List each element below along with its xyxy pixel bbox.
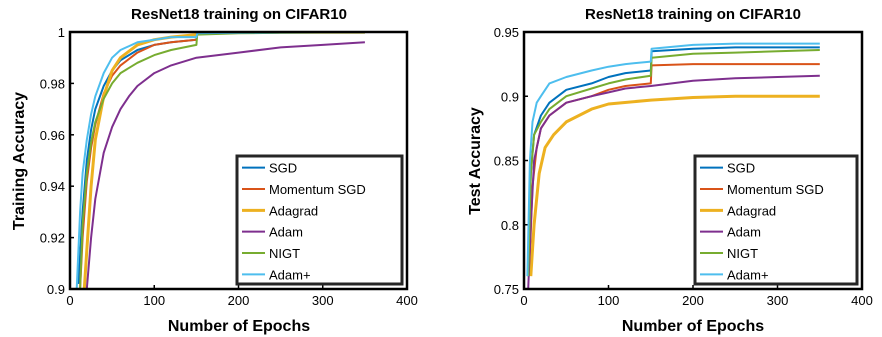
series-line-nigt	[527, 49, 820, 277]
legend-label-momentum-sgd: Momentum SGD	[727, 182, 824, 197]
y-tick-label: 1	[58, 25, 65, 40]
x-tick-label: 200	[682, 293, 704, 308]
y-tick-label: 0.8	[501, 218, 519, 233]
legend-label-adagrad: Adagrad	[727, 203, 776, 218]
x-tick-label: 400	[396, 293, 418, 308]
x-tick-label: 300	[312, 293, 334, 308]
legend-label-adam: Adam	[727, 225, 761, 240]
y-axis-label: Training Accuracy	[11, 92, 28, 230]
x-axis-label: Number of Epochs	[622, 318, 764, 335]
x-tick-label: 200	[228, 293, 250, 308]
y-tick-label: 0.85	[494, 154, 519, 169]
y-tick-label: 0.96	[40, 128, 65, 143]
y-tick-label: 0.9	[47, 282, 65, 297]
training-accuracy-chart: ResNet18 training on CIFAR10 Number of E…	[11, 6, 418, 335]
x-tick-label: 100	[598, 293, 620, 308]
y-tick-label: 0.95	[494, 25, 519, 40]
plot-frame	[68, 30, 409, 291]
x-tick-label: 300	[767, 293, 789, 308]
y-tick-label: 0.92	[40, 231, 65, 246]
y-tick-label: 0.94	[40, 179, 65, 194]
legend: SGD Momentum SGD Adagrad Adam NIGT Adam+	[235, 154, 404, 286]
x-tick-label: 100	[143, 293, 165, 308]
x-tick-label: 400	[851, 293, 873, 308]
legend-label-adagrad: Adagrad	[269, 203, 318, 218]
legend-label-sgd: SGD	[727, 161, 755, 176]
plot-lines	[526, 42, 820, 289]
legend-box	[693, 154, 859, 286]
chart-title: ResNet18 training on CIFAR10	[585, 6, 801, 23]
legend-label-momentum-sgd: Momentum SGD	[269, 182, 366, 197]
legend-box	[235, 154, 404, 286]
legend-label-adam: Adam+	[269, 267, 311, 282]
legend-label-adam: Adam	[269, 225, 303, 240]
legend-label-nigt: NIGT	[269, 246, 300, 261]
tick-labels: 0 100 200 300 400 0.75 0.8 0.85 0.9 0.95	[494, 25, 873, 308]
series-line-adam	[527, 74, 820, 289]
test-accuracy-chart: ResNet18 training on CIFAR10 Number of E…	[467, 6, 873, 335]
series-line-adam	[526, 42, 820, 277]
series-line-adagrad	[529, 94, 820, 277]
legend: SGD Momentum SGD Adagrad Adam NIGT Adam+	[693, 154, 859, 286]
y-tick-label: 0.9	[501, 89, 519, 104]
x-tick-label: 0	[520, 293, 527, 308]
x-tick-label: 0	[66, 293, 73, 308]
plot-frame	[522, 30, 864, 291]
chart-title: ResNet18 training on CIFAR10	[131, 6, 347, 23]
series-line-adam	[85, 41, 365, 289]
legend-label-adam: Adam+	[727, 267, 769, 282]
y-tick-label: 0.75	[494, 282, 519, 297]
y-axis-label: Test Accuracy	[467, 107, 484, 215]
legend-label-nigt: NIGT	[727, 246, 758, 261]
x-axis-label: Number of Epochs	[168, 318, 310, 335]
legend-label-sgd: SGD	[269, 161, 297, 176]
y-tick-label: 0.98	[40, 76, 65, 91]
